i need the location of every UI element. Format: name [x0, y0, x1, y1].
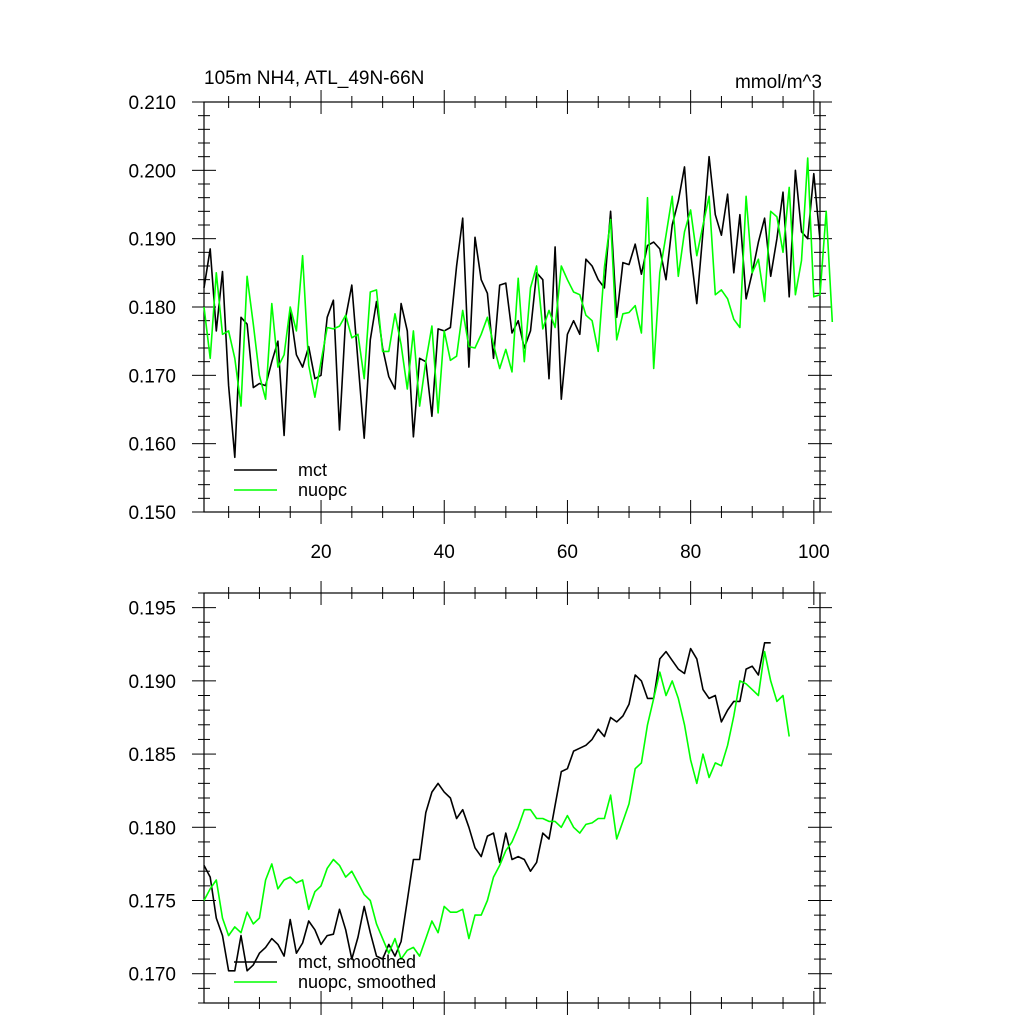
legend-label-mct-smoothed: mct, smoothed — [298, 952, 416, 972]
chart-title: 105m NH4, ATL_49N-66N — [204, 68, 424, 89]
y-tick-label: 0.150 — [128, 503, 176, 524]
bottom-legend: mct, smoothed nuopc, smoothed — [234, 952, 436, 992]
y-tick-label: 0.195 — [128, 599, 176, 620]
x-tick-label: 100 — [798, 542, 830, 563]
top-legend: mct nuopc — [234, 460, 347, 500]
y-tick-label: 0.190 — [128, 230, 176, 251]
y-tick-label: 0.160 — [128, 435, 176, 456]
y-tick-label: 0.175 — [128, 892, 176, 913]
y-tick-label: 0.190 — [128, 672, 176, 693]
series-line-nuopc-smoothed — [203, 650, 790, 960]
series-line-mct-smoothed — [203, 641, 771, 972]
series-line-nuopc — [203, 157, 834, 414]
top-plot-area: 20 40 60 80 100 0.150 0.160 0.170 0.180 0.190 0.20… — [128, 90, 834, 563]
y-tick-label: 0.170 — [128, 366, 176, 387]
legend-label-mct: mct — [298, 460, 327, 480]
panel-bottom: 0.170 0.175 0.180 0.185 0.190 0.195 mct, smoo… — [128, 581, 832, 1015]
panel-top: 105m NH4, ATL_49N-66N mmol/m^3 20 40 60 80 1… — [128, 68, 834, 563]
y-tick-label: 0.185 — [128, 745, 176, 766]
legend-label-nuopc: nuopc — [298, 480, 347, 500]
x-tick-label: 80 — [680, 542, 701, 563]
y-tick-label: 0.210 — [128, 93, 176, 114]
x-tick-label: 40 — [434, 542, 455, 563]
series-line-mct — [203, 155, 821, 459]
x-tick-label: 60 — [557, 542, 578, 563]
x-tick-label: 20 — [310, 542, 331, 563]
y-tick-label: 0.200 — [128, 161, 176, 182]
y-tick-label: 0.170 — [128, 965, 176, 986]
plot-frame — [203, 101, 821, 513]
y-tick-label: 0.180 — [128, 298, 176, 319]
units-label: mmol/m^3 — [735, 72, 822, 93]
y-tick-label: 0.180 — [128, 818, 176, 839]
legend-label-nuopc-smoothed: nuopc, smoothed — [298, 972, 436, 992]
plot-frame — [203, 592, 821, 1004]
bottom-plot-area: 0.170 0.175 0.180 0.185 0.190 0.195 — [128, 581, 832, 1015]
